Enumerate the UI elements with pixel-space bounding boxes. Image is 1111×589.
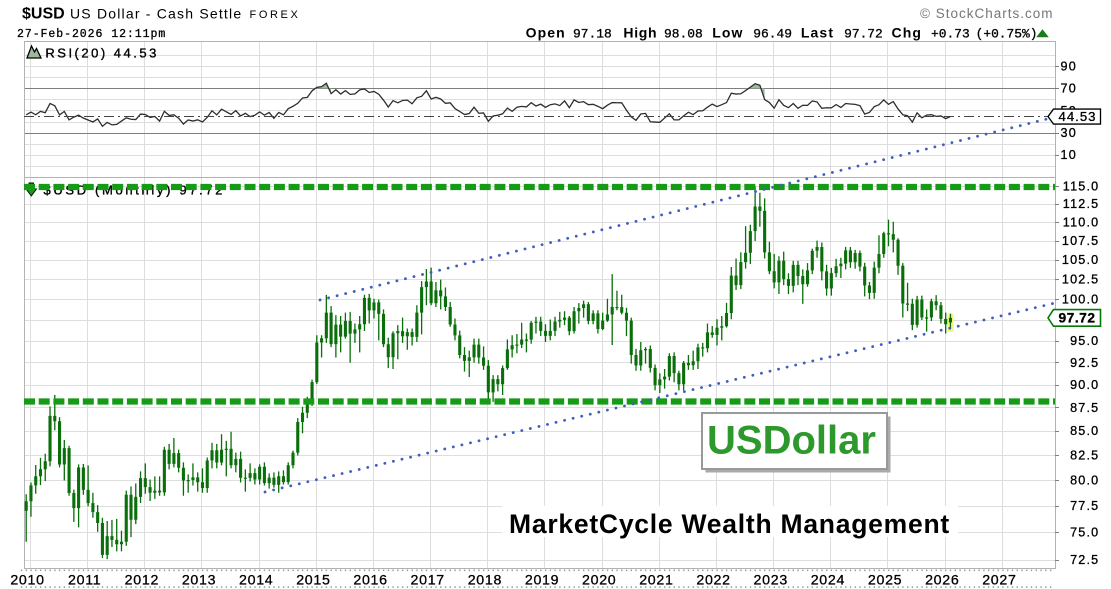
svg-text:110.0: 110.0 xyxy=(1063,215,1100,229)
svg-text:112.5: 112.5 xyxy=(1063,197,1100,211)
svg-text:80.0: 80.0 xyxy=(1070,473,1099,487)
svg-text:96.49: 96.49 xyxy=(753,27,792,42)
svg-text:Last: Last xyxy=(801,25,834,41)
svg-text:High: High xyxy=(623,25,657,41)
svg-text:USDollar: USDollar xyxy=(707,419,876,463)
svg-text:98.08: 98.08 xyxy=(664,27,703,42)
svg-text:97.72: 97.72 xyxy=(844,27,883,42)
svg-text:2019: 2019 xyxy=(525,572,559,588)
svg-text:Low: Low xyxy=(712,25,743,41)
svg-text:95.0: 95.0 xyxy=(1070,334,1099,348)
svg-text:© StockCharts.com: © StockCharts.com xyxy=(920,6,1053,21)
svg-text:70: 70 xyxy=(1061,82,1077,96)
svg-text:US Dollar - Cash Settle: US Dollar - Cash Settle xyxy=(70,6,242,22)
svg-text:2025: 2025 xyxy=(868,572,902,588)
svg-text:97.72: 97.72 xyxy=(1059,310,1096,325)
svg-text:+0.73: +0.73 xyxy=(931,27,970,42)
svg-text:2023: 2023 xyxy=(754,572,788,588)
svg-text:72.5: 72.5 xyxy=(1070,553,1099,567)
svg-text:100.0: 100.0 xyxy=(1062,293,1100,307)
svg-text:RSI(20) 44.53: RSI(20) 44.53 xyxy=(45,46,158,61)
svg-text:44.53: 44.53 xyxy=(1059,109,1097,124)
svg-text:FOREX: FOREX xyxy=(250,9,301,21)
svg-text:2022: 2022 xyxy=(696,572,730,588)
svg-text:82.5: 82.5 xyxy=(1070,448,1099,462)
svg-text:2012: 2012 xyxy=(125,572,159,588)
svg-text:2010: 2010 xyxy=(10,572,44,588)
svg-text:2020: 2020 xyxy=(582,572,616,588)
svg-text:97.18: 97.18 xyxy=(573,27,612,42)
svg-text:105.0: 105.0 xyxy=(1062,253,1100,267)
svg-text:115.0: 115.0 xyxy=(1063,179,1100,193)
svg-text:90: 90 xyxy=(1061,60,1077,74)
svg-text:87.5: 87.5 xyxy=(1070,401,1099,415)
svg-text:2026: 2026 xyxy=(925,572,959,588)
svg-text:2013: 2013 xyxy=(182,572,216,588)
svg-text:10: 10 xyxy=(1061,148,1077,162)
svg-text:27-Feb-2026 12:11pm: 27-Feb-2026 12:11pm xyxy=(17,28,166,41)
svg-text:2014: 2014 xyxy=(239,572,273,588)
svg-text:$USD: $USD xyxy=(22,6,65,23)
svg-text:2011: 2011 xyxy=(68,572,101,588)
svg-text:107.5: 107.5 xyxy=(1062,234,1100,248)
svg-text:Chg: Chg xyxy=(892,25,923,41)
svg-text:Open: Open xyxy=(526,25,566,41)
svg-text:2027: 2027 xyxy=(982,572,1016,588)
svg-text:2024: 2024 xyxy=(811,572,845,588)
svg-text:2021: 2021 xyxy=(639,572,673,588)
svg-text:2017: 2017 xyxy=(411,572,445,588)
svg-text:30: 30 xyxy=(1061,126,1077,140)
svg-text:2016: 2016 xyxy=(353,572,387,588)
svg-text:(+0.75%): (+0.75%) xyxy=(976,27,1038,42)
svg-text:77.5: 77.5 xyxy=(1070,499,1099,513)
svg-text:2018: 2018 xyxy=(468,572,502,588)
svg-text:75.0: 75.0 xyxy=(1070,526,1099,540)
svg-text:90.0: 90.0 xyxy=(1070,378,1099,392)
svg-text:92.5: 92.5 xyxy=(1070,356,1099,370)
svg-text:2015: 2015 xyxy=(296,572,330,588)
svg-text:85.0: 85.0 xyxy=(1070,424,1099,438)
svg-text:102.5: 102.5 xyxy=(1062,273,1100,287)
svg-text:MarketCycle Wealth Management: MarketCycle Wealth Management xyxy=(509,509,950,539)
